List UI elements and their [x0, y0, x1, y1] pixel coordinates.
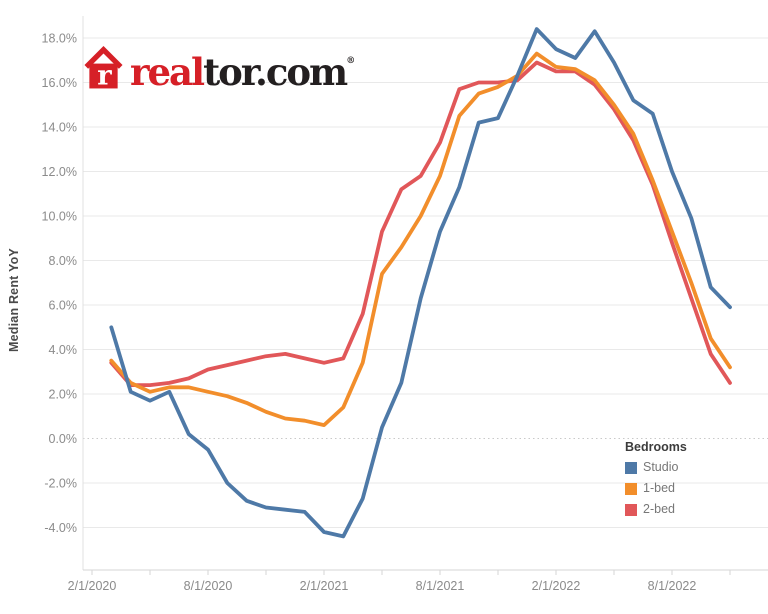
realtor-logo-text: realtor.com®: [130, 44, 356, 91]
y-tick-label: 14.0%: [42, 121, 77, 135]
legend-item-studio[interactable]: Studio: [625, 457, 687, 478]
y-tick-label: 6.0%: [49, 299, 78, 313]
y-tick-label: 0.0%: [49, 432, 78, 446]
y-tick-label: 2.0%: [49, 388, 78, 402]
legend-swatch-2-bed: [625, 503, 637, 516]
series-line-2-bed: [109, 60, 732, 388]
y-tick-label: 18.0%: [42, 32, 77, 46]
y-tick-label: 8.0%: [49, 254, 78, 268]
realtor-house-icon: r: [84, 46, 123, 89]
y-axis-title: Median Rent YoY: [7, 248, 21, 352]
series-line-1-bed: [109, 51, 732, 428]
x-tick-label: 8/1/2022: [648, 579, 697, 593]
x-tick-label: 2/1/2022: [532, 579, 581, 593]
legend-swatch-studio: [625, 461, 637, 474]
x-tick-label: 2/1/2020: [68, 579, 117, 593]
legend-label: Studio: [643, 460, 679, 474]
y-tick-label: 4.0%: [49, 343, 78, 357]
y-tick-label: -4.0%: [44, 521, 77, 535]
svg-text:r: r: [97, 60, 112, 89]
logo-text-real: real: [130, 50, 205, 94]
series-line-studio: [109, 27, 732, 539]
y-tick-label: 12.0%: [42, 165, 77, 179]
x-tick-label: 2/1/2021: [300, 579, 349, 593]
legend-swatch-1-bed: [625, 482, 637, 495]
legend-label: 2-bed: [643, 502, 675, 516]
legend-item-2-bed[interactable]: 2-bed: [625, 499, 687, 520]
logo-text-tor-com: tor.com: [203, 50, 348, 94]
realtor-logo: r realtor.com®: [84, 44, 356, 91]
legend-label: 1-bed: [643, 481, 675, 495]
y-tick-label: 10.0%: [42, 210, 77, 224]
legend-item-1-bed[interactable]: 1-bed: [625, 478, 687, 499]
x-tick-label: 8/1/2021: [416, 579, 465, 593]
legend-items: Studio 1-bed 2-bed: [625, 457, 687, 520]
registered-trademark-icon: ®: [346, 56, 356, 66]
y-tick-label: 16.0%: [42, 76, 77, 90]
y-tick-label: -2.0%: [44, 477, 77, 491]
x-tick-label: 8/1/2020: [184, 579, 233, 593]
legend: Bedrooms Studio 1-bed 2-bed: [625, 438, 687, 520]
legend-title: Bedrooms: [625, 440, 687, 454]
